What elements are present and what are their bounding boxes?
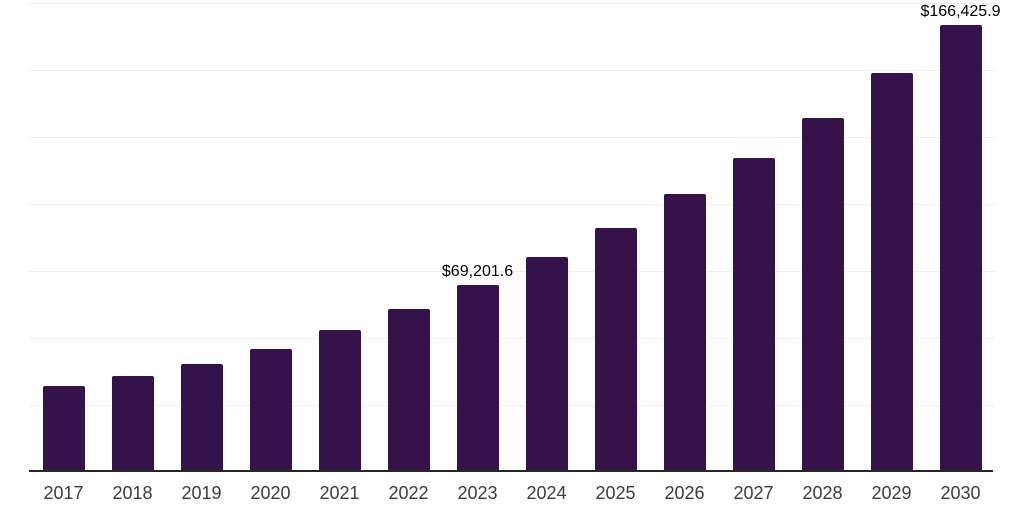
x-tick-label: 2023 <box>457 483 498 503</box>
bar-column: $166,425.9 <box>920 3 1001 470</box>
bar-2022[interactable] <box>387 308 430 470</box>
bar-2030[interactable] <box>939 24 982 470</box>
bar-column <box>98 3 167 470</box>
bar-2028[interactable] <box>801 118 844 470</box>
bar-value-label: $69,201.6 <box>441 262 514 280</box>
bar-column <box>581 3 650 470</box>
bar-column <box>857 3 926 470</box>
bar-2027[interactable] <box>732 158 775 470</box>
x-tick-label: 2025 <box>595 483 636 503</box>
bar-column <box>236 3 305 470</box>
bar-column <box>167 3 236 470</box>
bar-column <box>788 3 857 470</box>
bar-2023[interactable] <box>456 284 499 470</box>
bar-2026[interactable] <box>663 194 706 470</box>
bar-2017[interactable] <box>42 386 85 470</box>
x-tick-label: 2024 <box>526 483 567 503</box>
bar-2029[interactable] <box>870 72 913 470</box>
bar-column <box>374 3 443 470</box>
bar-2025[interactable] <box>594 227 637 470</box>
x-axis-line <box>29 470 993 472</box>
x-axis-labels: 2017 2018 2019 2020 2021 2022 2023 2024 2025 2026… <box>29 483 995 504</box>
bar-2018[interactable] <box>111 375 154 470</box>
bar-2021[interactable] <box>318 330 361 470</box>
x-tick-label: 2030 <box>940 483 981 503</box>
x-tick-label: 2021 <box>319 483 360 503</box>
x-tick-label: 2019 <box>181 483 222 503</box>
x-tick-label: 2017 <box>43 483 84 503</box>
bar-column: $69,201.6 <box>441 3 514 470</box>
x-tick-label: 2020 <box>250 483 291 503</box>
columns: $69,201.6 $166,425.9 <box>29 3 1001 470</box>
bar-2020[interactable] <box>249 348 292 470</box>
bar-2024[interactable] <box>525 257 568 470</box>
x-tick-label: 2029 <box>871 483 912 503</box>
bar-column <box>512 3 581 470</box>
bar-column <box>29 3 98 470</box>
x-tick-label: 2027 <box>733 483 774 503</box>
x-tick-label: 2022 <box>388 483 429 503</box>
x-tick-label: 2018 <box>112 483 153 503</box>
bar-column <box>719 3 788 470</box>
bar-2019[interactable] <box>180 363 223 470</box>
bar-value-label: $166,425.9 <box>920 3 1001 20</box>
bar-column <box>305 3 374 470</box>
bar-column <box>650 3 719 470</box>
x-tick-label: 2026 <box>664 483 705 503</box>
x-tick-label: 2028 <box>802 483 843 503</box>
